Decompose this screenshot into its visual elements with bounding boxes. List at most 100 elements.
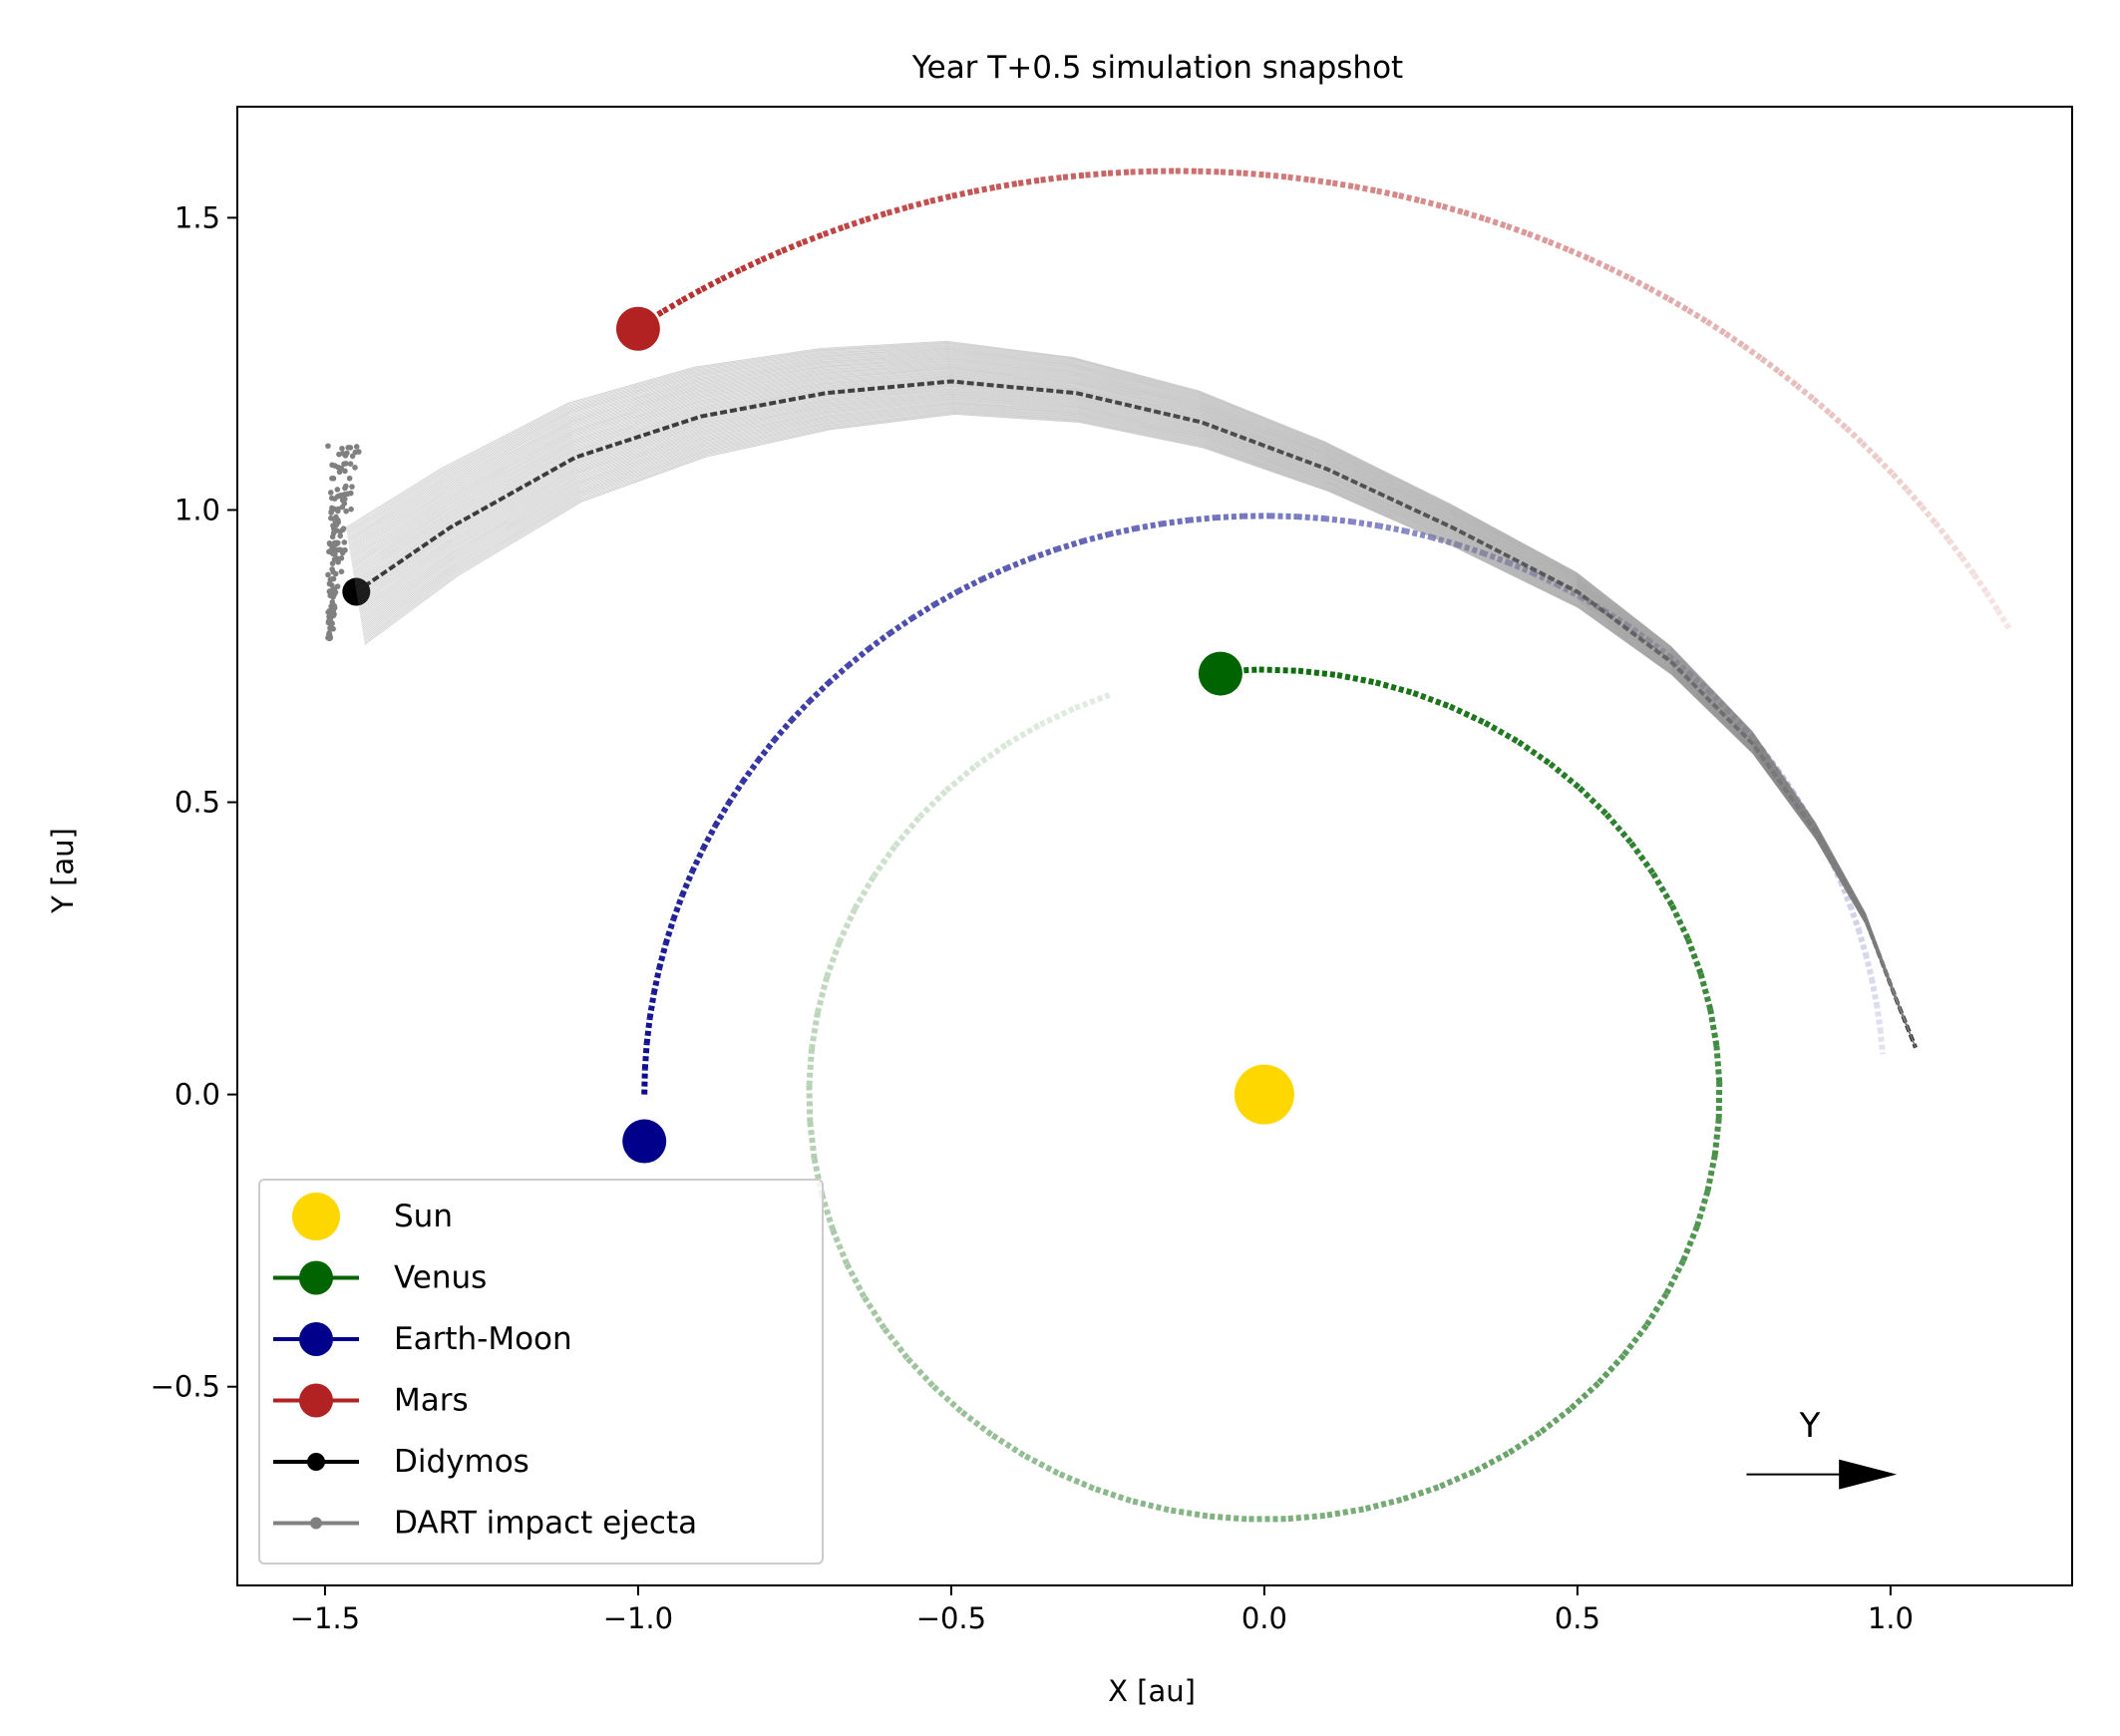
ejecta-track — [356, 381, 1917, 1048]
orbit-segment-venus — [1517, 739, 1553, 767]
orbit-segment-venus — [1684, 937, 1704, 975]
ejecta-track — [353, 370, 1917, 1048]
orbit-segment-mars — [951, 187, 975, 199]
orbit-segment-mars — [1040, 174, 1064, 183]
orbit-segment-venus — [1713, 1045, 1723, 1083]
ejecta-particle — [332, 570, 339, 577]
orbit-segment-earth-moon — [1055, 538, 1084, 552]
ejecta-track — [350, 358, 1917, 1048]
ejecta-track — [362, 407, 1917, 1048]
orbit-segment-earth-moon — [1456, 541, 1484, 556]
ejecta-layer — [325, 340, 1917, 1048]
orbit-segment-earth-moon — [1863, 952, 1875, 980]
orbit-segment-earth-moon — [1215, 513, 1243, 521]
orbit-segment-venus — [1704, 1154, 1718, 1193]
orbit-segment-earth-moon — [1827, 857, 1844, 883]
orbit-segment-venus — [1130, 1498, 1170, 1514]
orbit-segment-mars — [1647, 285, 1671, 302]
ejecta-track — [364, 413, 1917, 1048]
ejecta-track — [350, 359, 1917, 1048]
ejecta-track — [346, 343, 1917, 1048]
ejecta-track — [357, 385, 1917, 1048]
ejecta-track — [360, 397, 1917, 1048]
ejecta-track — [363, 409, 1917, 1048]
ejecta-particle — [325, 571, 331, 578]
orbit-segment-venus — [1056, 1470, 1096, 1492]
legend-label: Didymos — [394, 1444, 530, 1480]
ejecta-track — [356, 384, 1917, 1048]
orbit-segment-venus — [1506, 1430, 1543, 1457]
orbit-segment-venus — [1663, 1258, 1686, 1295]
orbit-segment-mars — [907, 197, 931, 210]
compass-arrow-head — [1839, 1459, 1898, 1490]
orbit-segment-earth-moon — [1004, 555, 1032, 571]
ejecta-particle — [341, 539, 348, 545]
ejecta-track — [349, 355, 1917, 1048]
orbit-segment-venus — [1437, 1469, 1476, 1491]
x-tick-label: −0.5 — [916, 1601, 986, 1635]
ejecta-particle — [330, 525, 337, 532]
orbit-segment-mars — [1919, 504, 1939, 525]
ejecta-particle — [338, 554, 345, 561]
orbit-segment-mars — [1568, 247, 1591, 262]
orbit-segment-earth-moon — [1107, 525, 1136, 537]
orbit-segment-earth-moon — [712, 802, 731, 828]
ejecta-particle — [339, 492, 345, 499]
orbit-segment-mars — [995, 179, 1019, 190]
orbit-segment-earth-moon — [1029, 546, 1058, 561]
orbit-segment-mars — [1062, 172, 1086, 180]
ejecta-particle — [342, 485, 348, 492]
ejecta-track — [359, 395, 1917, 1048]
legend-marker — [299, 1322, 333, 1356]
legend-label: Earth-Moon — [394, 1321, 572, 1357]
orbit-segment-earth-moon — [1742, 726, 1764, 751]
ejecta-track — [348, 351, 1917, 1048]
orbit-segment-mars — [1085, 170, 1109, 178]
axes-frame — [236, 106, 2073, 1586]
ejecta-track — [348, 350, 1917, 1048]
orbit-segment-mars — [1588, 255, 1611, 271]
orbit-segment-earth-moon — [670, 894, 685, 921]
ejecta-track — [346, 345, 1917, 1048]
ejecta-particle — [342, 453, 349, 459]
ejecta-particle — [331, 602, 337, 609]
orbit-segment-mars — [1331, 179, 1356, 190]
ejecta-track — [362, 406, 1917, 1048]
ejecta-track — [352, 368, 1917, 1048]
orbit-segment-venus — [1258, 666, 1299, 674]
legend-marker — [307, 1453, 325, 1471]
ejecta-particle — [352, 449, 359, 456]
orbit-segment-mars — [1933, 521, 1951, 542]
ejecta-particle — [342, 468, 348, 475]
ejecta-track — [351, 361, 1917, 1048]
orbit-segment-earth-moon — [1323, 516, 1352, 525]
ejecta-particle — [327, 490, 334, 496]
orbit-segment-venus — [1548, 761, 1582, 791]
orbit-segment-mars — [1505, 222, 1530, 237]
ejecta-particle — [337, 532, 344, 539]
orbit-segment-venus — [1568, 1380, 1600, 1412]
orbit-segment-venus — [1092, 1485, 1132, 1504]
orbit-segment-venus — [1207, 1513, 1247, 1523]
orbit-segment-earth-moon — [1724, 707, 1747, 731]
orbit-segment-venus — [871, 844, 898, 878]
orbit-segment-earth-moon — [1601, 607, 1628, 627]
orbit-segment-venus — [1595, 1353, 1626, 1386]
orbit-segment-mars — [1419, 197, 1444, 209]
ejecta-particle — [328, 515, 334, 521]
orbit-segment-mars — [780, 239, 804, 254]
ejecta-particle — [333, 539, 340, 546]
orbit-segment-venus — [958, 1409, 994, 1438]
ejecta-particle — [329, 550, 336, 557]
ejecta-particle — [329, 462, 335, 469]
orbit-segment-venus — [824, 941, 843, 978]
ejecta-track — [355, 377, 1917, 1048]
ejecta-particle — [346, 475, 353, 482]
ejecta-track — [351, 363, 1917, 1048]
orbit-segment-earth-moon — [700, 824, 718, 851]
legend-box — [258, 1179, 824, 1564]
ejecta-track — [350, 360, 1917, 1048]
orbit-segment-earth-moon — [955, 576, 983, 595]
orbit-segment-earth-moon — [887, 615, 913, 636]
orbit-segment-earth-moon — [1081, 531, 1110, 544]
